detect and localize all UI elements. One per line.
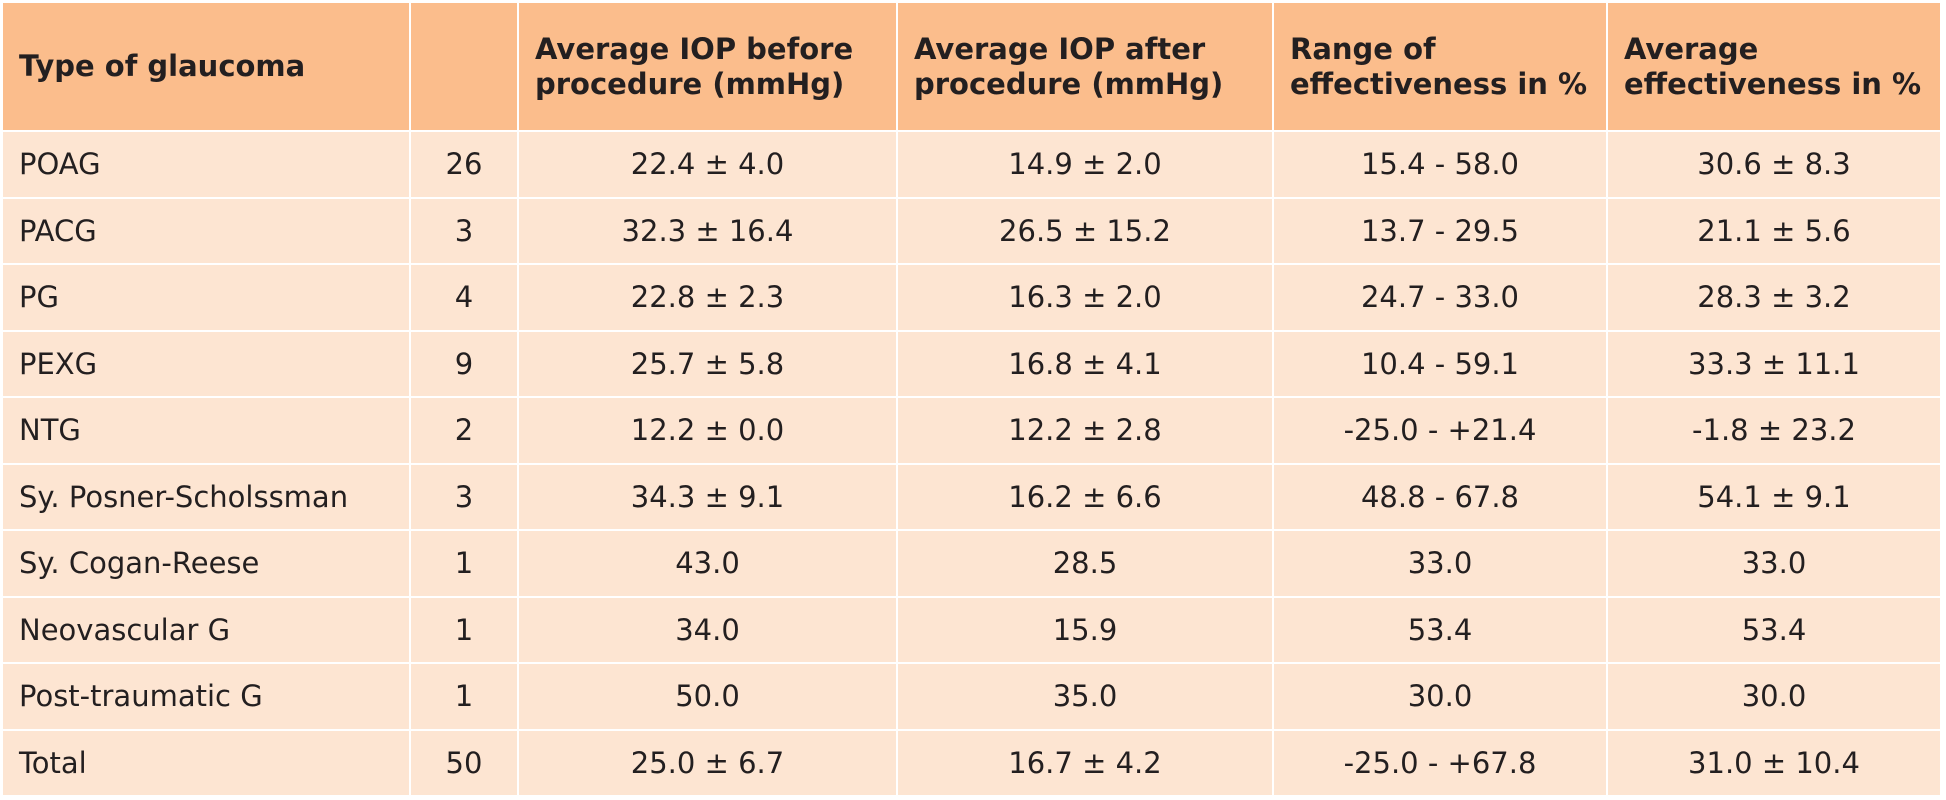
- cell-range-effectiveness: 15.4 - 58.0: [1273, 131, 1608, 199]
- cell-type: Post-traumatic G: [3, 663, 411, 731]
- cell-iop-before: 25.0 ± 6.7: [518, 729, 898, 797]
- cell-count: 2: [410, 397, 519, 465]
- table-body: POAG 26 22.4 ± 4.0 14.9 ± 2.0 15.4 - 58.0 30.…: [3, 131, 1940, 797]
- cell-avg-effectiveness: 54.1 ± 9.1: [1607, 463, 1940, 531]
- cell-avg-effectiveness: 21.1 ± 5.6: [1607, 197, 1940, 265]
- cell-type: Sy. Posner-Scholssman: [3, 463, 411, 531]
- cell-iop-before: 34.0: [518, 596, 898, 664]
- cell-avg-effectiveness: 33.3 ± 11.1: [1607, 330, 1940, 398]
- cell-avg-effectiveness: 31.0 ± 10.4: [1607, 729, 1940, 797]
- table-row: Sy. Cogan-Reese 1 43.0 28.5 33.0 33.0: [3, 530, 1940, 598]
- cell-iop-before: 25.7 ± 5.8: [518, 330, 898, 398]
- header-type-of-glaucoma: Type of glaucoma: [3, 3, 411, 132]
- cell-range-effectiveness: 13.7 - 29.5: [1273, 197, 1608, 265]
- cell-type: PEXG: [3, 330, 411, 398]
- cell-iop-before: 34.3 ± 9.1: [518, 463, 898, 531]
- header-avg-iop-after: Average IOP after procedure (mmHg): [897, 3, 1274, 132]
- cell-iop-after: 16.7 ± 4.2: [897, 729, 1274, 797]
- cell-iop-after: 15.9: [897, 596, 1274, 664]
- cell-iop-before: 43.0: [518, 530, 898, 598]
- cell-range-effectiveness: 48.8 - 67.8: [1273, 463, 1608, 531]
- table-row: PEXG 9 25.7 ± 5.8 16.8 ± 4.1 10.4 - 59.1 33.3…: [3, 330, 1940, 398]
- cell-type: Sy. Cogan-Reese: [3, 530, 411, 598]
- cell-range-effectiveness: 33.0: [1273, 530, 1608, 598]
- cell-count: 1: [410, 663, 519, 731]
- cell-type: PG: [3, 264, 411, 332]
- cell-count: 50: [410, 729, 519, 797]
- cell-iop-after: 28.5: [897, 530, 1274, 598]
- cell-range-effectiveness: 53.4: [1273, 596, 1608, 664]
- cell-iop-after: 14.9 ± 2.0: [897, 131, 1274, 199]
- cell-range-effectiveness: -25.0 - +21.4: [1273, 397, 1608, 465]
- cell-count: 3: [410, 463, 519, 531]
- glaucoma-results-table: Type of glaucoma Average IOP before proc…: [3, 3, 1940, 797]
- cell-iop-before: 50.0: [518, 663, 898, 731]
- cell-type: PACG: [3, 197, 411, 265]
- cell-iop-before: 12.2 ± 0.0: [518, 397, 898, 465]
- header-avg-effectiveness: Average effectiveness in %: [1607, 3, 1940, 132]
- cell-avg-effectiveness: -1.8 ± 23.2: [1607, 397, 1940, 465]
- cell-avg-effectiveness: 30.6 ± 8.3: [1607, 131, 1940, 199]
- cell-count: 4: [410, 264, 519, 332]
- table-row: PACG 3 32.3 ± 16.4 26.5 ± 15.2 13.7 - 29.5 21…: [3, 197, 1940, 265]
- cell-type: POAG: [3, 131, 411, 199]
- cell-avg-effectiveness: 28.3 ± 3.2: [1607, 264, 1940, 332]
- table-row: Sy. Posner-Scholssman 3 34.3 ± 9.1 16.2 ± 6…: [3, 463, 1940, 531]
- table-row: Total 50 25.0 ± 6.7 16.7 ± 4.2 -25.0 - +67.8…: [3, 729, 1940, 797]
- header-count: [410, 3, 519, 132]
- cell-count: 3: [410, 197, 519, 265]
- cell-iop-after: 16.8 ± 4.1: [897, 330, 1274, 398]
- table-row: POAG 26 22.4 ± 4.0 14.9 ± 2.0 15.4 - 58.0 30.…: [3, 131, 1940, 199]
- table-row: Post-traumatic G 1 50.0 35.0 30.0 30.0: [3, 663, 1940, 731]
- cell-avg-effectiveness: 33.0: [1607, 530, 1940, 598]
- cell-iop-after: 12.2 ± 2.8: [897, 397, 1274, 465]
- cell-count: 1: [410, 530, 519, 598]
- table-row: Neovascular G 1 34.0 15.9 53.4 53.4: [3, 596, 1940, 664]
- cell-range-effectiveness: 24.7 - 33.0: [1273, 264, 1608, 332]
- cell-avg-effectiveness: 30.0: [1607, 663, 1940, 731]
- header-avg-iop-before: Average IOP before procedure (mmHg): [518, 3, 898, 132]
- cell-type: Total: [3, 729, 411, 797]
- cell-count: 26: [410, 131, 519, 199]
- table-row: NTG 2 12.2 ± 0.0 12.2 ± 2.8 -25.0 - +21.4 -1.…: [3, 397, 1940, 465]
- cell-type: Neovascular G: [3, 596, 411, 664]
- cell-iop-before: 22.4 ± 4.0: [518, 131, 898, 199]
- cell-count: 1: [410, 596, 519, 664]
- cell-iop-after: 35.0: [897, 663, 1274, 731]
- cell-type: NTG: [3, 397, 411, 465]
- table-row: PG 4 22.8 ± 2.3 16.3 ± 2.0 24.7 - 33.0 28.3 ±…: [3, 264, 1940, 332]
- header-row: Type of glaucoma Average IOP before proc…: [3, 3, 1940, 132]
- table-header: Type of glaucoma Average IOP before proc…: [3, 3, 1940, 132]
- header-range-effectiveness: Range of effectiveness in %: [1273, 3, 1608, 132]
- cell-avg-effectiveness: 53.4: [1607, 596, 1940, 664]
- cell-iop-after: 26.5 ± 15.2: [897, 197, 1274, 265]
- cell-range-effectiveness: 30.0: [1273, 663, 1608, 731]
- cell-iop-after: 16.2 ± 6.6: [897, 463, 1274, 531]
- cell-iop-after: 16.3 ± 2.0: [897, 264, 1274, 332]
- cell-iop-before: 22.8 ± 2.3: [518, 264, 898, 332]
- cell-iop-before: 32.3 ± 16.4: [518, 197, 898, 265]
- cell-range-effectiveness: -25.0 - +67.8: [1273, 729, 1608, 797]
- cell-range-effectiveness: 10.4 - 59.1: [1273, 330, 1608, 398]
- cell-count: 9: [410, 330, 519, 398]
